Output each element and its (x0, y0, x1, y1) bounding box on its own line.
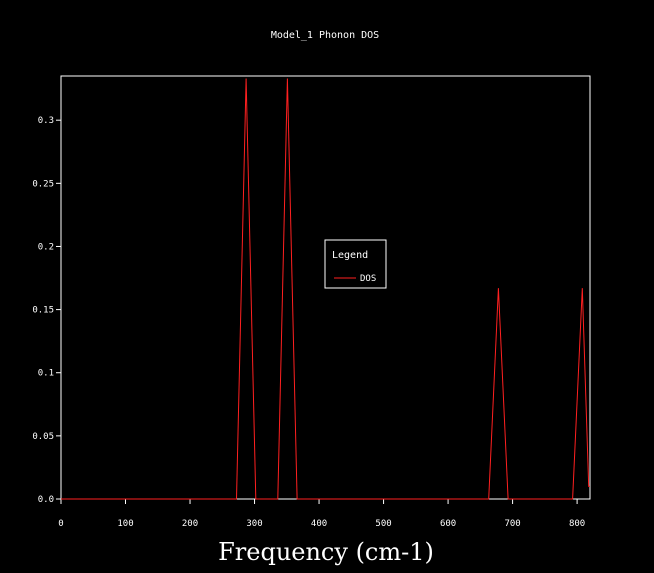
x-tick-label: 500 (375, 519, 391, 529)
legend-box (324, 239, 387, 289)
y-tick-label: 0.0 (38, 495, 54, 505)
y-tick-label: 0.25 (32, 179, 54, 189)
x-tick-label: 300 (246, 519, 262, 529)
x-axis: 0 100 200 300 400 500 600 700 800 (58, 499, 585, 529)
y-tick-label: 0.3 (38, 116, 54, 126)
y-tick-label: 0.1 (38, 369, 54, 379)
series-layer (61, 78, 590, 500)
x-axis-label: Frequency (cm-1) (218, 538, 434, 566)
x-tick-label: 0 (58, 519, 63, 529)
x-tick-label: 200 (182, 519, 198, 529)
x-tick-label: 400 (311, 519, 327, 529)
chart-title: Model_1 Phonon DOS (271, 30, 379, 41)
y-tick-label: 0.05 (32, 432, 54, 442)
legend-entry-dos: DOS (360, 274, 376, 284)
y-tick-label: 0.2 (38, 242, 54, 252)
x-tick-label: 800 (569, 519, 585, 529)
y-tick-label: 0.15 (32, 306, 54, 316)
x-tick-label: 100 (117, 519, 133, 529)
x-tick-label: 700 (504, 519, 520, 529)
x-tick-label: 600 (440, 519, 456, 529)
y-axis: 0.0 0.05 0.1 0.15 0.2 0.25 0.3 (32, 116, 61, 505)
legend-title: Legend (332, 250, 368, 261)
legend: Legend DOS (324, 239, 387, 289)
series-line-dos (61, 78, 590, 500)
